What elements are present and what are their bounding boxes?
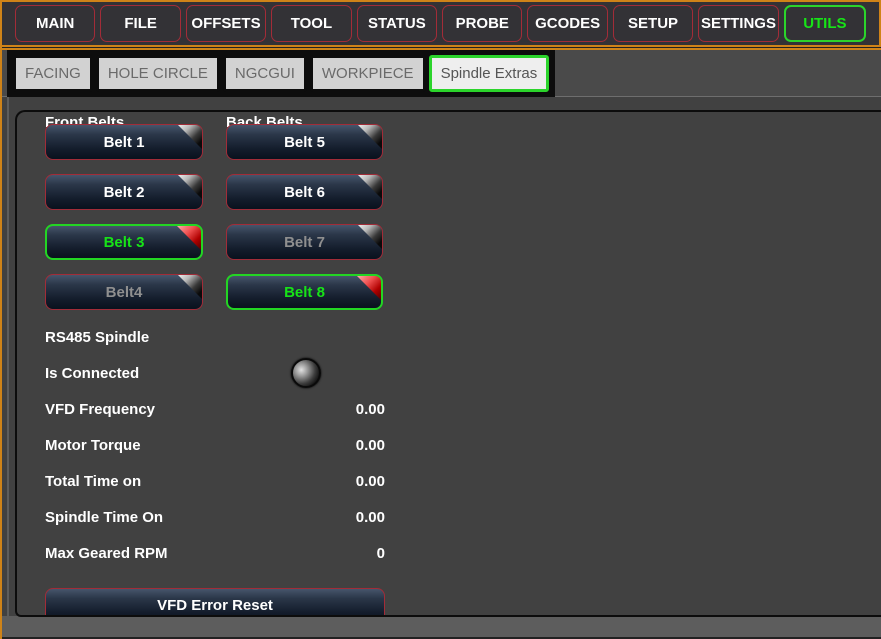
belt-6-label: Belt 6 [284,183,325,201]
tab-hole-circle[interactable]: HOLE CIRCLE [95,55,220,92]
is-connected-label: Is Connected [45,364,140,382]
bottom-frame-strip [2,616,881,637]
vfd-frequency-row: VFD Frequency 0.00 [45,391,385,427]
utils-tab-row: FACING HOLE CIRCLE NGCGUI WORKPIECE Spin… [2,50,881,97]
menu-button-probe[interactable]: PROBE [442,5,523,42]
motor-torque-value: 0.00 [355,436,385,454]
vfd-frequency-value: 0.00 [355,400,385,418]
belt-1-label: Belt 1 [103,133,145,151]
belt-button-grid: Belt 1 Belt 5 Belt 2 Belt 6 Belt 3 Belt … [45,124,881,310]
corner-fold-icon [357,175,382,200]
max-geared-rpm-row: Max Geared RPM 0 [45,535,385,571]
main-area: FACING HOLE CIRCLE NGCGUI WORKPIECE Spin… [2,48,881,637]
belt-2-label: Belt 2 [103,183,145,201]
corner-fold-icon [357,225,382,250]
corner-fold-icon [177,275,202,300]
belt-3-label: Belt 3 [103,233,145,251]
belt-4-label: Belt4 [105,283,143,301]
belt-1-button[interactable]: Belt 1 [45,124,203,160]
belt-7-label: Belt 7 [284,233,325,251]
belt-8-button[interactable]: Belt 8 [226,274,383,310]
spindle-time-on-row: Spindle Time On 0.00 [45,499,385,535]
menu-button-gcodes[interactable]: GCODES [527,5,608,42]
is-connected-row: Is Connected [45,355,385,391]
belt-5-label: Belt 5 [284,133,325,151]
belt-7-button[interactable]: Belt 7 [226,224,383,260]
menu-button-offsets[interactable]: OFFSETS [185,5,267,42]
rs485-section: RS485 Spindle Is Connected VFD Frequency… [45,319,385,571]
connected-led-indicator [291,358,321,388]
belt-2-button[interactable]: Belt 2 [45,174,203,210]
tab-spindle-extras[interactable]: Spindle Extras [428,55,550,92]
menu-button-utils[interactable]: UTILS [783,5,867,42]
tab-facing[interactable]: FACING [13,55,93,92]
corner-fold-icon [356,276,381,301]
belt-5-button[interactable]: Belt 5 [226,124,383,160]
rs485-section-title: RS485 Spindle [45,328,150,346]
max-geared-rpm-label: Max Geared RPM [45,544,168,562]
belt-6-button[interactable]: Belt 6 [226,174,383,210]
corner-fold-icon [177,125,202,150]
corner-fold-icon [177,175,202,200]
pane-left-frame-line [7,50,9,636]
belt-4-button[interactable]: Belt4 [45,274,203,310]
total-time-on-label: Total Time on [45,472,142,490]
rs485-section-title-row: RS485 Spindle [45,319,385,355]
menu-button-file[interactable]: FILE [100,5,181,42]
top-menu-bar: MAIN FILE OFFSETS TOOL STATUS PROBE GCOD… [2,0,881,47]
spindle-time-on-label: Spindle Time On [45,508,164,526]
belts-groupbox: Front Belts Back Belts Belt 1 Belt 5 Bel… [15,110,881,617]
vfd-error-reset-button[interactable]: VFD Error Reset [45,588,385,615]
utils-tab-strip: FACING HOLE CIRCLE NGCGUI WORKPIECE Spin… [7,50,556,97]
max-geared-rpm-value: 0 [376,544,385,562]
belt-3-button[interactable]: Belt 3 [45,224,203,260]
total-time-on-value: 0.00 [355,472,385,490]
menu-button-tool[interactable]: TOOL [271,5,352,42]
menu-button-settings[interactable]: SETTINGS [698,5,779,42]
motor-torque-row: Motor Torque 0.00 [45,427,385,463]
menu-button-setup[interactable]: SETUP [612,5,694,42]
belt-8-label: Belt 8 [284,283,325,301]
vfd-frequency-label: VFD Frequency [45,400,156,418]
menu-button-main[interactable]: MAIN [15,5,96,42]
spindle-extras-pane: Front Belts Back Belts Belt 1 Belt 5 Bel… [2,97,881,617]
corner-fold-icon [357,125,382,150]
tab-ngcgui[interactable]: NGCGUI [222,55,307,92]
motor-torque-label: Motor Torque [45,436,141,454]
total-time-on-row: Total Time on 0.00 [45,463,385,499]
menu-button-status[interactable]: STATUS [356,5,438,42]
spindle-time-on-value: 0.00 [355,508,385,526]
tab-workpiece[interactable]: WORKPIECE [309,55,426,92]
corner-fold-icon [176,226,201,251]
